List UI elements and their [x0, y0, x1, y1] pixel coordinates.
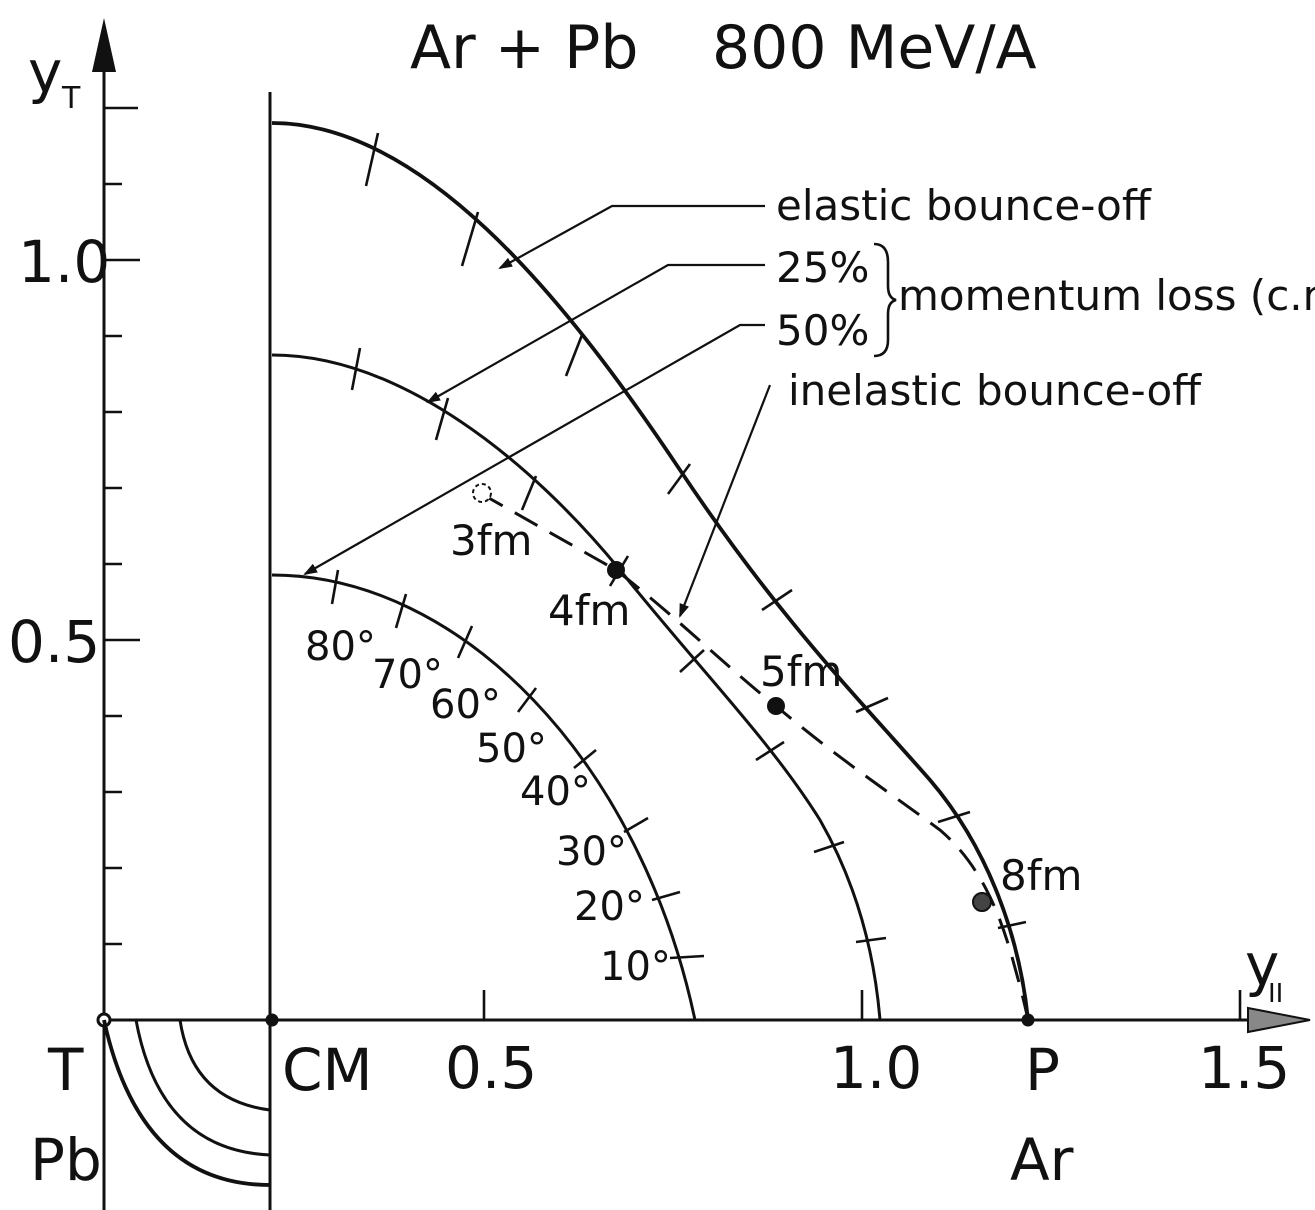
angle-40: 40° — [520, 769, 591, 815]
label-ar: Ar — [1010, 1126, 1074, 1194]
point-8fm — [972, 892, 992, 912]
label-25-percent: 25% — [776, 243, 869, 292]
point-5fm — [767, 697, 785, 715]
y-axis-arrowhead-icon — [92, 18, 116, 72]
label-cm: CM — [282, 1036, 373, 1104]
target-frame-arcs — [102, 1019, 271, 1187]
curve-elastic — [271, 121, 1030, 1021]
x-tick-label-05: 0.5 — [445, 1034, 537, 1102]
point-4fm — [607, 561, 625, 579]
label-3fm: 3fm — [450, 516, 532, 565]
label-p: P — [1025, 1036, 1060, 1104]
label-5fm: 5fm — [760, 647, 842, 696]
angle-30: 30° — [556, 829, 627, 875]
curve-inelastic-dashed — [479, 491, 1030, 1021]
ticks-50-percent — [330, 569, 705, 960]
x-axis-label-sub: II — [1268, 979, 1283, 1009]
point-3fm — [472, 483, 492, 503]
curve-50-percent — [271, 573, 697, 1021]
y-tick-label-05: 0.5 — [8, 608, 100, 676]
x-axis — [104, 990, 1311, 1034]
y-axis-label: y — [28, 38, 62, 106]
label-t: T — [47, 1036, 84, 1104]
label-pb: Pb — [30, 1126, 102, 1194]
title-system: Ar + Pb — [410, 13, 638, 83]
x-tick-label-15: 1.5 — [1198, 1034, 1290, 1102]
brace-momentum-loss — [873, 242, 897, 358]
annotation-arrows — [303, 204, 772, 618]
y-axis-label-sub: T — [61, 81, 81, 116]
x-tick-label-1: 1.0 — [830, 1034, 922, 1102]
label-momentum-loss: momentum loss (c.m.) — [898, 271, 1315, 320]
label-50-percent: 50% — [776, 306, 869, 355]
angle-60: 60° — [430, 682, 501, 728]
label-4fm: 4fm — [548, 586, 630, 635]
angle-50: 50° — [476, 726, 547, 772]
label-elastic-bounce-off: elastic bounce-off — [776, 181, 1152, 230]
y-tick-label-1: 1.0 — [18, 228, 110, 296]
x-axis-arrowhead-icon — [1247, 1006, 1311, 1034]
angle-20: 20° — [574, 884, 645, 930]
angle-80: 80° — [305, 624, 376, 670]
label-inelastic-bounce-off: inelastic bounce-off — [788, 366, 1202, 415]
label-8fm: 8fm — [1000, 851, 1082, 900]
title-energy: 800 MeV/A — [712, 13, 1037, 83]
angle-70: 70° — [372, 652, 443, 698]
point-cm — [265, 1013, 279, 1027]
x-axis-label: y — [1245, 931, 1279, 999]
curve-25-percent — [271, 353, 882, 1021]
angle-10: 10° — [600, 944, 671, 990]
